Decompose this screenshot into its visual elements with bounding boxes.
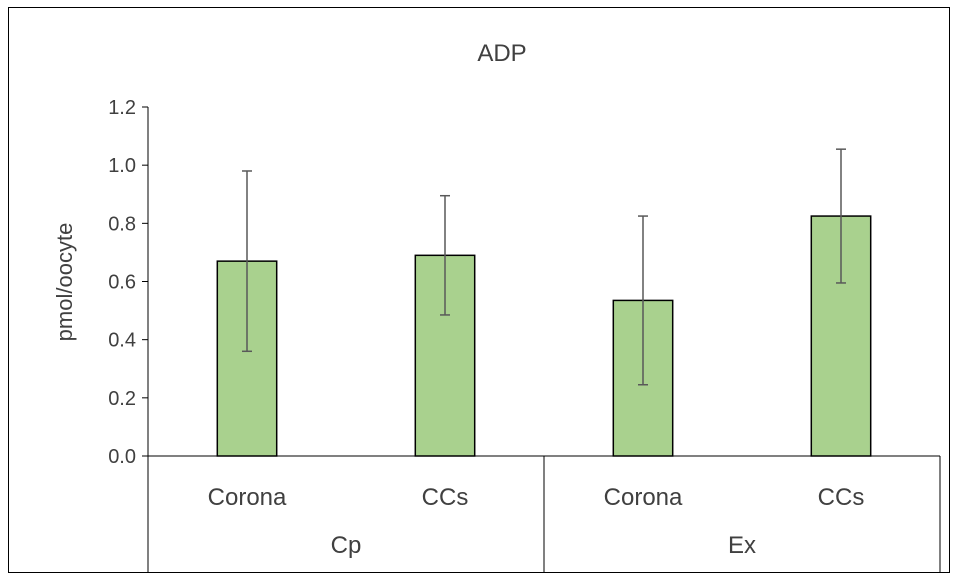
y-axis: 0.0 0.2 0.4 0.6 0.8 1.0 1.2 — [108, 97, 149, 468]
y-tick-label: 0.4 — [108, 330, 136, 352]
category-label: Corona — [208, 484, 287, 511]
category-labels: Corona CCs Corona CCs — [208, 484, 865, 511]
y-tick-label: 0.8 — [108, 213, 136, 235]
error-bars — [242, 148, 846, 386]
y-axis-label: pmol/oocyte — [52, 223, 77, 342]
category-label: Corona — [604, 484, 683, 511]
category-label: CCs — [422, 484, 469, 511]
bars — [216, 215, 872, 457]
category-label: CCs — [818, 484, 865, 511]
group-label: Ex — [728, 532, 756, 559]
y-tick-label: 1.2 — [108, 97, 136, 119]
group-labels: Cp Ex — [331, 532, 756, 559]
y-tick-label: 0.6 — [108, 272, 136, 294]
y-tick-label: 1.0 — [108, 155, 136, 177]
group-label: Cp — [331, 532, 362, 559]
y-tick-label: 0.0 — [108, 446, 136, 468]
chart-frame — [8, 7, 950, 573]
x-axis — [147, 455, 941, 573]
y-tick-label: 0.2 — [108, 388, 136, 410]
chart-title: ADP — [477, 40, 526, 67]
